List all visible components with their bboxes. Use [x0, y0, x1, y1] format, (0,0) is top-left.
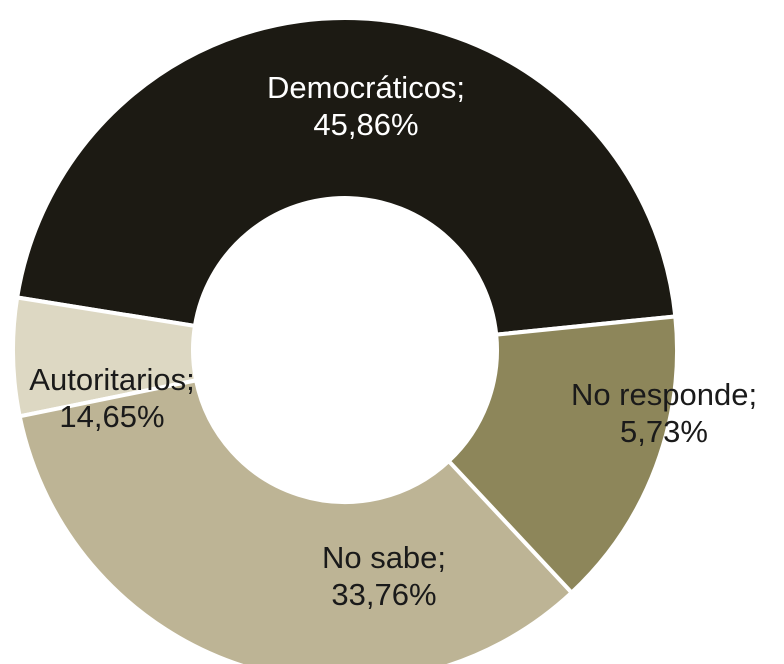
slice-labels: Democráticos; 45,86% No responde; 5,73% No s… — [29, 70, 757, 612]
slice-label-value: 33,76% — [331, 577, 436, 612]
slice-label-value: 45,86% — [313, 107, 418, 142]
slice-label-value: 14,65% — [59, 399, 164, 434]
slice-label-1: No responde; 5,73% — [571, 377, 757, 449]
slice-label-name: No responde; — [571, 377, 757, 412]
slice-label-0: Democráticos; 45,86% — [267, 70, 465, 142]
slice-label-3: Autoritarios; 14,65% — [29, 362, 194, 434]
slice-no-sabe — [17, 378, 575, 664]
donut-slices — [11, 16, 679, 664]
slice-autoritarios — [445, 314, 679, 596]
slice-label-name: Democráticos; — [267, 70, 465, 105]
slice-democráticos — [14, 16, 678, 337]
slice-label-2: No sabe; 33,76% — [322, 540, 446, 612]
slice-label-name: Autoritarios; — [29, 362, 194, 397]
slice-label-name: No sabe; — [322, 540, 446, 575]
slice-label-value: 5,73% — [620, 414, 708, 449]
